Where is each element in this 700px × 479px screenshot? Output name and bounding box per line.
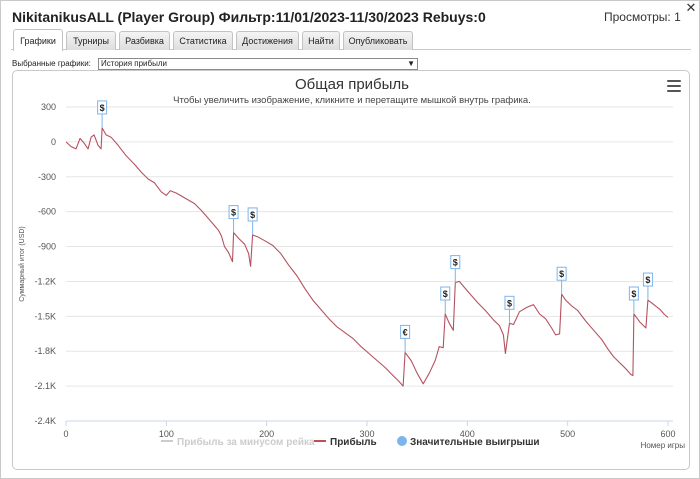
win-flag-label: $ — [231, 208, 236, 218]
win-flag-box[interactable] — [628, 286, 639, 301]
chevron-down-icon: ▼ — [407, 59, 415, 68]
y-tick-label: 300 — [41, 102, 56, 112]
win-flag-box[interactable] — [400, 324, 411, 339]
win-flag-label: $ — [559, 269, 564, 279]
y-tick-label: -300 — [38, 172, 56, 182]
title-bar: NikitanikusALL (Player Group) Фильтр:11/… — [1, 1, 700, 31]
tab-bar: Графики Турниры Разбивка Статистика Дост… — [11, 29, 691, 51]
legend-circle-marker — [397, 436, 407, 446]
x-tick-label: 300 — [359, 429, 374, 439]
win-flag-box[interactable] — [247, 207, 258, 222]
x-tick-label: 500 — [560, 429, 575, 439]
chart-selector-value: История прибыли — [101, 59, 167, 68]
chart-selector-dropdown[interactable]: История прибыли ▼ — [98, 58, 418, 70]
profit-chart[interactable]: 300 0 -300 -600 -900 -1.2K -1.5K -1.8K -2.1K -2.4… — [13, 71, 691, 471]
legend-item-label: Прибыль за минусом рейка — [177, 436, 315, 448]
tab-tournaments[interactable]: Турниры — [66, 31, 116, 50]
tab-charts[interactable]: Графики — [13, 29, 63, 51]
win-flag-label: $ — [443, 289, 448, 299]
y-tick-label: -1.8K — [34, 346, 56, 356]
chart-subtitle: Чтобы увеличить изображение, кликните и … — [173, 95, 531, 106]
legend-item-label: Значительные выигрыши — [410, 437, 540, 448]
win-flag-box[interactable] — [450, 255, 461, 270]
y-tick-label: -2.1K — [34, 381, 56, 391]
x-axis-title: Номер игры — [641, 441, 686, 450]
x-tick-label: 600 — [660, 429, 675, 439]
chart-panel[interactable]: 300 0 -300 -600 -900 -1.2K -1.5K -1.8K -2.1K -2.4… — [12, 70, 690, 470]
profit-series-line[interactable] — [65, 127, 669, 387]
chart-selector-label: Выбранные графики: — [12, 59, 91, 68]
tab-search[interactable]: Найти — [302, 31, 340, 50]
y-tick-label: 0 — [51, 137, 56, 147]
x-tick-label: 0 — [63, 429, 68, 439]
win-flag-box[interactable] — [556, 266, 567, 281]
x-tick-label: 100 — [159, 429, 174, 439]
y-tick-label: -900 — [38, 242, 56, 252]
win-flag-label: $ — [250, 210, 255, 220]
tab-breakdown[interactable]: Разбивка — [119, 31, 170, 50]
legend-item-label: Прибыль — [330, 436, 377, 448]
chart-title: Общая прибыль — [294, 76, 410, 93]
win-flag-label: $ — [507, 298, 512, 308]
win-flag-box[interactable] — [228, 205, 239, 220]
win-flag-label: $ — [100, 103, 105, 113]
win-flag-box[interactable] — [97, 100, 108, 115]
close-icon[interactable]: ✕ — [685, 1, 697, 16]
y-tick-label: -1.2K — [34, 276, 56, 286]
win-flag-label: $ — [645, 275, 650, 285]
y-tick-label: -1.5K — [34, 311, 56, 321]
win-flag-label: $ — [453, 258, 458, 268]
views-counter: Просмотры: 1 — [604, 10, 681, 24]
win-flag-box[interactable] — [440, 286, 451, 301]
y-tick-label: -600 — [38, 207, 56, 217]
window-title: NikitanikusALL (Player Group) Фильтр:11/… — [12, 9, 486, 25]
tab-achievements[interactable]: Достижения — [236, 31, 299, 50]
win-flag-label: € — [403, 327, 408, 337]
hamburger-menu-icon[interactable] — [667, 80, 681, 92]
y-axis-title: Суммарный итог (USD) — [18, 226, 26, 302]
win-flag-box[interactable] — [504, 295, 515, 310]
win-flag-box[interactable] — [642, 272, 653, 287]
win-flag-label: $ — [631, 289, 636, 299]
tab-publish[interactable]: Опубликовать — [343, 31, 413, 50]
y-tick-label: -2.4K — [34, 416, 56, 426]
tab-statistics[interactable]: Статистика — [173, 31, 233, 50]
x-tick-label: 400 — [460, 429, 475, 439]
x-tick-label: 200 — [259, 429, 274, 439]
